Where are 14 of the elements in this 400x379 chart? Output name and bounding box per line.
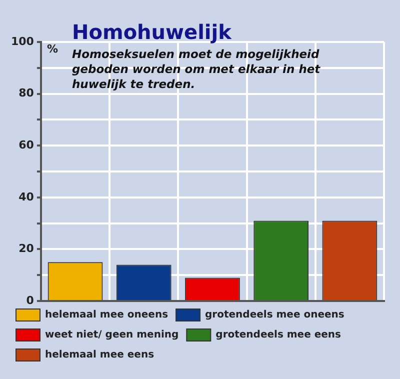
legend-label: grotendeels mee oneens xyxy=(205,310,344,321)
legend-label: weet niet/ geen mening xyxy=(45,330,179,341)
y-tick-label: 40 xyxy=(18,190,34,204)
y-tick-label: 100 xyxy=(10,34,34,48)
text: Homoseksuelen moet de mogelijkheid geboden worden om met elkaar in het huwelijk te treden. xyxy=(72,47,322,92)
legend-label: helemaal mee eens xyxy=(45,350,154,361)
legend-label: helemaal mee oneens xyxy=(45,310,168,321)
legend-label: grotendeels mee eens xyxy=(216,330,342,341)
y-axis-title: % xyxy=(46,42,58,56)
y-tick-label: 20 xyxy=(18,242,34,256)
y-tick-label: 60 xyxy=(18,138,34,152)
chart-title: Homohuwelijk xyxy=(72,20,232,44)
y-tick-label: 0 xyxy=(26,294,34,307)
y-tick-label: 80 xyxy=(18,86,34,100)
